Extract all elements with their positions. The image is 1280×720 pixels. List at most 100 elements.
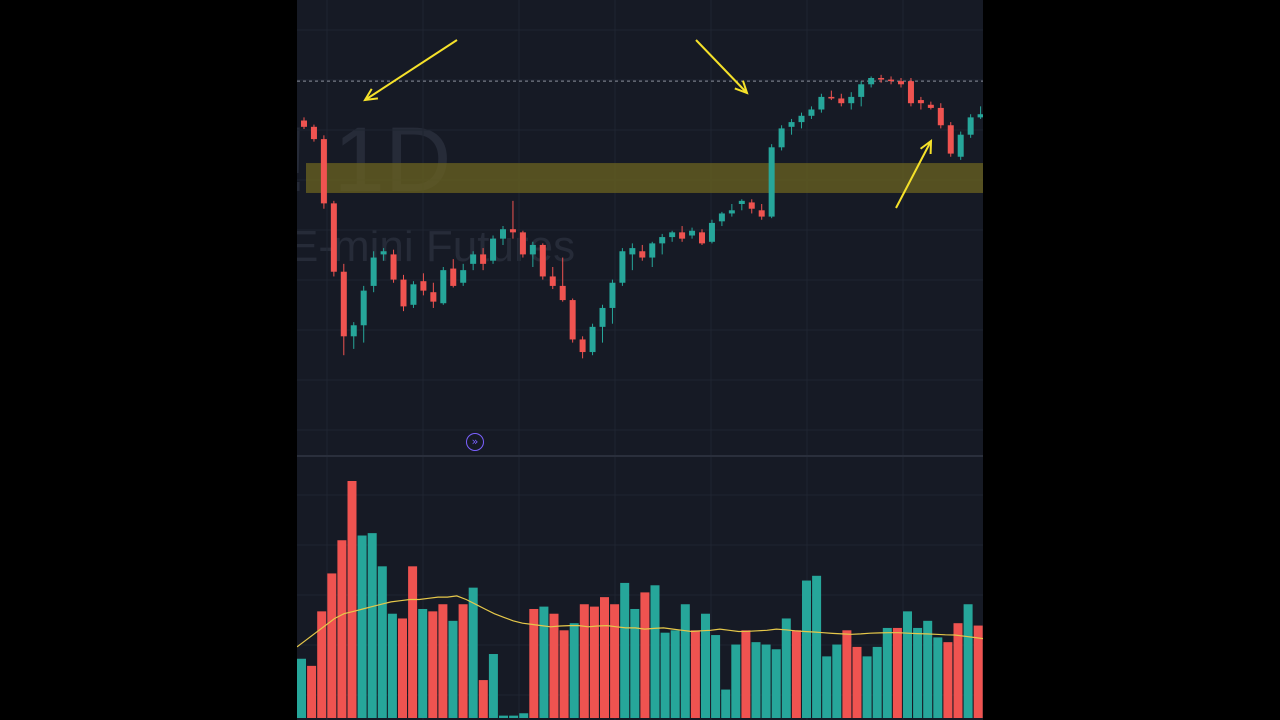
volume-bar-16 (458, 604, 468, 718)
annotation-arrow-middle-shaft (695, 39, 748, 94)
candle-body-21 (509, 229, 516, 233)
candle-body-58 (878, 78, 885, 80)
volume-bar-59 (892, 627, 902, 718)
candle-body-66 (957, 134, 964, 157)
candle-body-30 (599, 307, 606, 327)
candle-body-15 (450, 268, 457, 286)
candle-body-51 (808, 109, 815, 116)
volume-bar-31 (610, 604, 620, 718)
candle-body-18 (480, 254, 487, 264)
replay-forward-icon[interactable]: » (466, 433, 484, 451)
candle-body-17 (470, 254, 477, 264)
volume-bar-1 (307, 665, 317, 718)
candle-body-50 (798, 115, 805, 123)
volume-bar-57 (872, 646, 882, 718)
candle-body-10 (400, 279, 407, 307)
volume-bar-15 (448, 620, 458, 718)
volume-bar-26 (559, 630, 569, 718)
candle-body-4 (340, 271, 347, 337)
candle-body-41 (708, 222, 715, 242)
support-zone (306, 163, 983, 193)
volume-bar-12 (418, 608, 428, 718)
candle-body-42 (718, 213, 725, 222)
annotation-arrow-right-shaft (895, 140, 932, 209)
candle-body-45 (748, 202, 755, 209)
candle-body-26 (559, 285, 566, 301)
candle-body-40 (699, 232, 705, 244)
volume-bar-42 (721, 689, 731, 718)
volume-bar-19 (488, 654, 498, 718)
candle-body-49 (788, 122, 795, 127)
candle-body-14 (440, 270, 447, 304)
volume-bar-30 (600, 597, 609, 718)
volume-bar-7 (367, 533, 377, 718)
volume-bar-18 (478, 680, 488, 718)
candle-body-67 (967, 117, 974, 135)
candle-body-12 (420, 281, 427, 291)
volume-bar-28 (579, 604, 589, 718)
volume-bar-52 (822, 656, 832, 718)
candle-body-11 (410, 284, 417, 305)
volume-bar-9 (387, 613, 397, 718)
volume-bar-60 (903, 611, 912, 718)
volume-bar-24 (539, 606, 549, 718)
volume-bar-8 (377, 566, 387, 718)
volume-bar-37 (670, 630, 680, 718)
annotation-arrow-right-head (919, 138, 933, 155)
candle-body-64 (937, 107, 944, 126)
volume-bar-6 (357, 535, 367, 718)
candle-body-61 (907, 81, 914, 104)
volume-bar-38 (680, 604, 690, 718)
volume-bar-10 (398, 618, 407, 718)
candle-body-62 (917, 100, 924, 104)
annotation-arrow-left-head (363, 88, 379, 102)
volume-bar-66 (963, 604, 973, 718)
candle-body-13 (430, 292, 437, 302)
volume-bar-45 (751, 642, 761, 718)
volume-bar-58 (882, 627, 892, 718)
volume-bar-13 (428, 611, 438, 718)
candle-body-44 (738, 200, 745, 204)
volume-bar-50 (802, 580, 811, 718)
volume-bar-56 (862, 656, 872, 718)
candle-body-23 (529, 244, 536, 255)
candle-body-22 (519, 232, 526, 255)
candle-body-53 (828, 96, 835, 99)
candle-body-38 (679, 232, 686, 239)
volume-bar-67 (973, 625, 983, 718)
candle-body-65 (947, 125, 954, 154)
candle-body-60 (898, 81, 904, 85)
candle-body-25 (549, 276, 556, 286)
candle-body-9 (390, 254, 397, 280)
volume-bar-54 (842, 630, 852, 718)
candle-body-28 (579, 339, 586, 353)
volume-bar-14 (438, 604, 448, 718)
volume-bar-49 (791, 630, 801, 718)
volume-bar-21 (509, 715, 519, 718)
volume-bar-55 (852, 646, 862, 718)
volume-bar-27 (569, 623, 579, 718)
chart-panel[interactable]: !! 1D E-mini Futures » (297, 0, 983, 720)
volume-bar-0 (297, 658, 306, 718)
volume-bar-61 (913, 627, 923, 718)
candle-body-52 (818, 96, 825, 110)
candle-body-46 (758, 210, 765, 217)
candle-body-8 (380, 251, 387, 255)
volume-bar-39 (690, 630, 700, 718)
chart-canvas[interactable] (297, 0, 983, 720)
candle-body-35 (649, 243, 656, 258)
candle-body-19 (490, 238, 497, 261)
candle-body-36 (659, 237, 666, 244)
candle-body-27 (569, 300, 576, 340)
volume-bar-2 (317, 611, 327, 718)
volume-bar-64 (943, 642, 953, 718)
volume-bar-5 (347, 481, 357, 718)
volume-bar-62 (923, 620, 933, 718)
volume-bar-23 (529, 608, 539, 718)
volume-bar-48 (781, 618, 791, 718)
volume-bar-41 (711, 635, 721, 718)
volume-bar-40 (701, 613, 710, 718)
candle-body-56 (858, 84, 865, 97)
volume-bar-63 (933, 637, 943, 718)
candle-body-47 (768, 147, 775, 217)
